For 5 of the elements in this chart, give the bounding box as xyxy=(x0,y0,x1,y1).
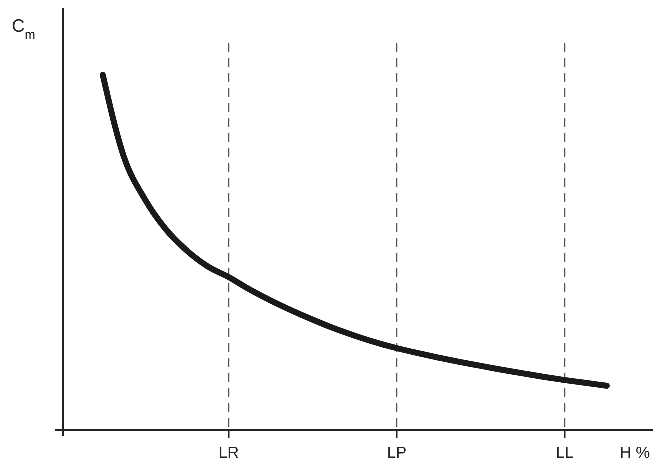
x-tick-label: LL xyxy=(556,445,574,462)
x-tick-label: LR xyxy=(218,445,240,462)
x-tick-label: LP xyxy=(387,445,407,462)
y-axis-title: C$_{m}$ xyxy=(12,16,36,42)
x-axis-title: H % xyxy=(620,445,650,462)
